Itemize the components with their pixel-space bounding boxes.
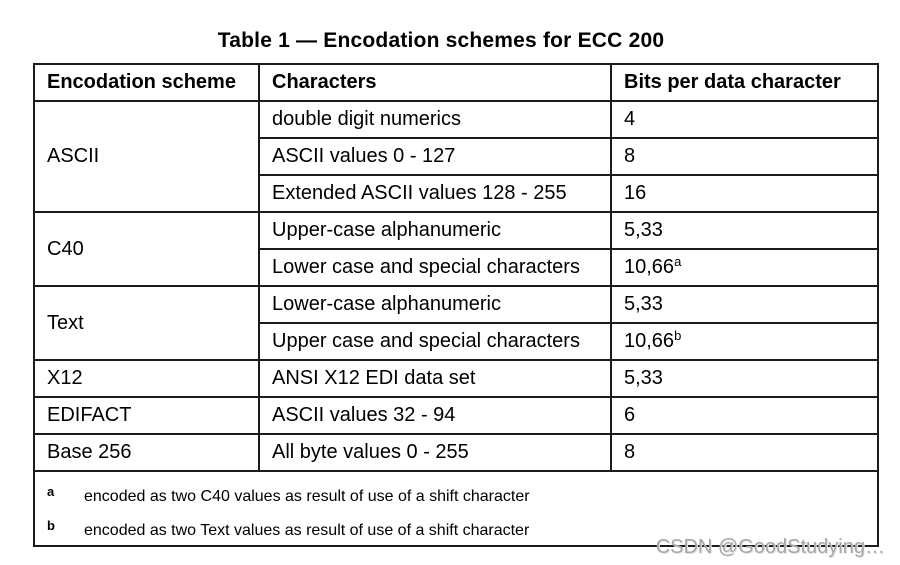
scheme-cell: ASCII [33,100,260,213]
table-header-row: Encodation scheme Characters Bits per da… [33,63,879,102]
footnote-marker-superscript: b [674,328,682,343]
bits-cell: 8 [610,137,879,176]
footnote-b: b encoded as two Text values as result of… [47,511,871,544]
column-header-characters: Characters [258,63,612,102]
characters-cell: Upper case and special characters [258,322,612,361]
bits-cell: 5,33 [610,285,879,324]
table-row: ASCII values 0 - 127 8 [34,137,879,176]
bits-value: 5,33 [624,219,663,241]
table-row: Extended ASCII values 128 - 255 16 [34,174,879,213]
bits-cell: 10,66a [610,248,879,287]
table-row: ASCII double digit numerics 4 [33,100,879,213]
bits-cell: 5,33 [610,211,879,250]
bits-cell: 6 [610,396,879,435]
characters-cell: ASCII values 32 - 94 [258,396,612,435]
column-header-bits-per-data-character: Bits per data character [610,63,879,102]
table-body: ASCII double digit numerics 4 ASCII values … [33,100,879,472]
table-row: Base 256 All byte values 0 - 255 8 [33,433,879,472]
bits-cell: 5,33 [610,359,879,398]
table-row: X12 ANSI X12 EDI data set 5,33 [33,359,879,398]
bits-cell: 4 [610,100,879,139]
bits-value: 10,66 [624,330,675,352]
footnote-row: a encoded as two C40 values as result of … [33,470,879,547]
scheme-cell: Base 256 [33,433,260,472]
table-row: EDIFACT ASCII values 32 - 94 6 [33,396,879,435]
encodation-schemes-table: Encodation scheme Characters Bits per da… [33,63,879,547]
footnote-b-text: encoded as two Text values as result of … [84,522,530,539]
bits-value: 8 [624,441,636,463]
characters-cell: ASCII values 0 - 127 [258,137,612,176]
bits-value: 10,66 [624,256,675,278]
characters-cell: Lower-case alphanumeric [258,285,612,324]
scheme-cell: C40 [33,211,260,287]
bits-value: 6 [624,404,636,426]
footnote-a-text: encoded as two C40 values as result of u… [84,488,530,505]
csdn-watermark: CSDN @GoodStudying… [655,536,885,558]
footnote-a: a encoded as two C40 values as result of … [47,477,871,511]
characters-cell: Lower case and special characters [258,248,612,287]
footnote-marker-superscript: a [674,254,682,269]
scheme-cell: Text [33,285,260,361]
bits-value: 8 [624,145,636,167]
footnote-a-marker: a [47,484,55,499]
bits-cell: 10,66b [610,322,879,361]
bits-cell: 16 [610,174,879,213]
table-row: Lower case and special characters 10,66a [34,248,879,287]
footnote-b-marker: b [47,518,55,533]
bits-value: 5,33 [624,367,663,389]
bits-value: 5,33 [624,293,663,315]
characters-cell: Upper-case alphanumeric [258,211,612,250]
table-row: C40 Upper-case alphanumeric 5,33 [33,211,879,287]
characters-cell: Extended ASCII values 128 - 255 [258,174,612,213]
scheme-cell: X12 [33,359,260,398]
table-row: Upper case and special characters 10,66b [34,322,879,361]
characters-cell: All byte values 0 - 255 [258,433,612,472]
bits-cell: 8 [610,433,879,472]
column-header-encodation-scheme: Encodation scheme [33,63,260,102]
footnote-cell: a encoded as two C40 values as result of … [33,470,879,547]
characters-cell: double digit numerics [258,100,612,139]
characters-cell: ANSI X12 EDI data set [258,359,612,398]
bits-value: 4 [624,108,636,130]
table-row: Text Lower-case alphanumeric 5,33 [33,285,879,361]
table-caption: Table 1 — Encodation schemes for ECC 200 [217,29,665,52]
scheme-cell: EDIFACT [33,396,260,435]
bits-value: 16 [624,182,647,204]
